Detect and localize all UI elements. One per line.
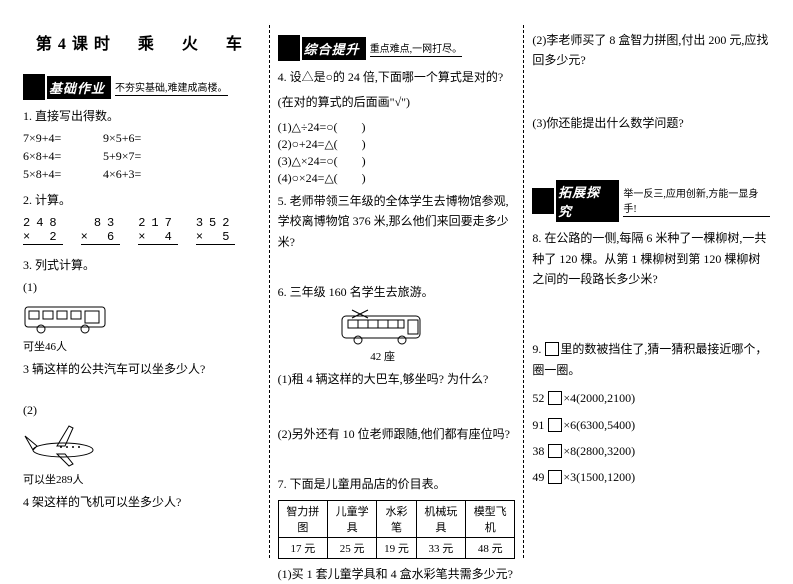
q4-opt: (4)○×24=△( ) <box>278 169 516 186</box>
comp-label: 综合提升 <box>302 37 366 60</box>
ext-banner: 拓展探究 举一反三,应用创新,方能一显身手! <box>532 180 770 222</box>
q2-stem: 2. 计算。 <box>23 190 261 210</box>
q7-p2: (2)李老师买了 8 盒智力拼图,付出 200 元,应找回多少元? <box>532 30 770 71</box>
q7-p3: (3)你还能提出什么数学问题? <box>532 113 770 133</box>
q1-item: 5+9×7= <box>103 149 183 164</box>
q2-b: × 2 <box>23 230 63 245</box>
q2-a: 248 <box>23 216 63 230</box>
td: 17 元 <box>278 537 327 558</box>
q6-p2: (2)另外还有 10 位老师跟随,他们都有座位吗? <box>278 424 516 444</box>
q3-p2-label: (2) <box>23 403 37 418</box>
ext-label: 拓展探究 <box>556 180 619 222</box>
q1-item: 5×8+4= <box>23 167 103 182</box>
q2-b: × 4 <box>138 230 178 245</box>
basic-sub: 不夯实基础,难建成高楼。 <box>115 79 228 96</box>
plane-icon <box>23 424 261 468</box>
td: 33 元 <box>416 537 465 558</box>
comp-sub: 重点难点,一网打尽。 <box>370 40 463 57</box>
q8-stem: 8. 在公路的一侧,每隔 6 米种了一棵柳树,一共种了 120 棵。从第 1 棵… <box>532 228 770 289</box>
basic-label: 基础作业 <box>47 76 111 99</box>
q3-p1-ask: 3 辆这样的公共汽车可以坐多少人? <box>23 359 261 379</box>
q2-probs: 248× 2 83× 6 217× 4 352× 5 <box>23 216 261 245</box>
q1-items: 7×9+4= 9×5+6= 6×8+4= 5+9×7= 5×8+4= 4×6+3… <box>23 131 261 185</box>
q6-cap: 42 座 <box>338 348 428 364</box>
q2-a: 217 <box>138 216 178 230</box>
q4-opt: (2)○+24=△( ) <box>278 135 516 152</box>
q4-stem: 4. 设△是○的 24 倍,下面哪一个算式是对的? <box>278 67 516 87</box>
q4-opt: (1)△÷24=○( ) <box>278 118 516 135</box>
q1-item: 9×5+6= <box>103 131 183 146</box>
q5-stem: 5. 老师带领三年级的全体学生去博物馆参观,学校离博物馆 376 米,那么他们来… <box>278 191 516 252</box>
q4-opt: (3)△×24=○( ) <box>278 152 516 169</box>
td: 25 元 <box>327 537 376 558</box>
lesson-title: 第4课时 乘 火 车 <box>23 30 261 54</box>
q9-row: 52 ×4(2000,2100) <box>532 385 770 411</box>
q3-p2-ask: 4 架这样的飞机可以坐多少人? <box>23 492 261 512</box>
q7-p1: (1)买 1 套儿童学具和 4 盒水彩笔共需多少元? <box>278 564 516 584</box>
q9-row: 49 ×3(1500,1200) <box>532 464 770 490</box>
comp-icon <box>278 35 300 61</box>
q1-stem: 1. 直接写出得数。 <box>23 106 261 126</box>
th: 儿童学具 <box>327 500 376 537</box>
box-icon <box>545 342 559 356</box>
basic-banner: 基础作业 不夯实基础,难建成高楼。 <box>23 74 261 100</box>
bus-icon <box>23 301 261 335</box>
th: 水彩笔 <box>377 500 417 537</box>
td: 19 元 <box>377 537 417 558</box>
q6-p1: (1)租 4 辆这样的大巴车,够坐吗? 为什么? <box>278 369 516 389</box>
q4-note: (在对的算式的后面画"√") <box>278 92 516 112</box>
comp-banner: 综合提升 重点难点,一网打尽。 <box>278 35 516 61</box>
basic-icon <box>23 74 45 100</box>
box-icon <box>548 444 562 458</box>
q1-item: 7×9+4= <box>23 131 103 146</box>
q7-stem: 7. 下面是儿童用品店的价目表。 <box>278 474 516 494</box>
q1-item: 6×8+4= <box>23 149 103 164</box>
q2-a: 352 <box>196 216 236 230</box>
th: 机械玩具 <box>416 500 465 537</box>
q3-p1-label: (1) <box>23 280 37 295</box>
q6-stem: 6. 三年级 160 名学生去旅游。 <box>278 282 516 302</box>
q2-a: 83 <box>81 216 121 230</box>
box-icon <box>548 418 562 432</box>
q9-row: 91 ×6(6300,5400) <box>532 412 770 438</box>
th: 模型飞机 <box>466 500 515 537</box>
q3-p2-cap: 可以坐289人 <box>23 471 261 487</box>
price-table: 智力拼图 儿童学具 水彩笔 机械玩具 模型飞机 17 元 25 元 19 元 3… <box>278 500 516 559</box>
q3-stem: 3. 列式计算。 <box>23 255 261 275</box>
ext-icon <box>532 188 554 214</box>
th: 智力拼图 <box>278 500 327 537</box>
box-icon <box>548 470 562 484</box>
ext-sub: 举一反三,应用创新,方能一显身手! <box>623 185 770 217</box>
box-icon <box>548 391 562 405</box>
q2-b: × 6 <box>81 230 121 245</box>
q1-item: 4×6+3= <box>103 167 183 182</box>
coach-icon: 42 座 <box>338 308 516 364</box>
q3-p1-cap: 可坐46人 <box>23 338 261 354</box>
q2-b: × 5 <box>196 230 236 245</box>
q9-row: 38 ×8(2800,3200) <box>532 438 770 464</box>
q9-stem: 9. 里的数被挡住了,猜一猜积最接近哪个，圈一圈。 <box>532 339 770 380</box>
td: 48 元 <box>466 537 515 558</box>
